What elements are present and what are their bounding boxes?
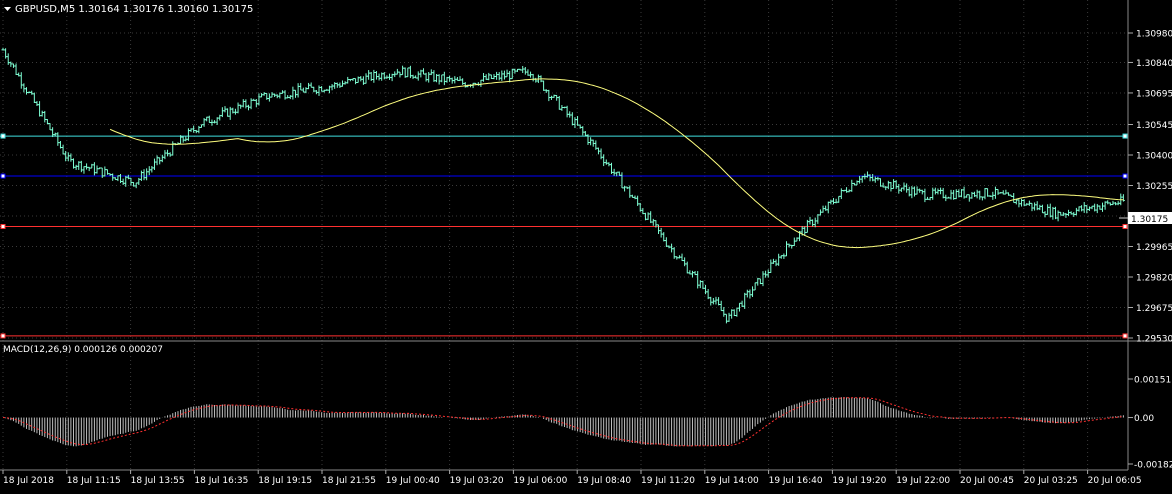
time-tick-label: 20 Jul 03:25 [1024, 476, 1078, 486]
current-price-label: 1.30175 [1131, 215, 1168, 225]
level-handle-right[interactable] [1122, 133, 1128, 139]
macd-header: MACD(12,26,9) 0.000126 0.000207 [3, 345, 163, 355]
macd-histogram [5, 397, 1124, 447]
price-tick-label: 1.30695 [1136, 89, 1172, 99]
chart-header: GBPUSD,M5 1.30164 1.30176 1.30160 1.3017… [15, 4, 253, 15]
time-tick-label: 20 Jul 06:05 [1088, 476, 1142, 486]
price-tick-label: 1.30400 [1136, 152, 1172, 162]
time-tick-label: 18 Jul 13:55 [131, 476, 185, 486]
time-tick-label: 19 Jul 19:20 [832, 476, 886, 486]
level-handle-left[interactable] [0, 133, 6, 139]
time-tick-label: 19 Jul 08:40 [577, 476, 631, 486]
time-tick-label: 19 Jul 22:00 [896, 476, 950, 486]
price-tick-label: 1.29530 [1136, 335, 1172, 345]
price-tick-label: 1.30840 [1136, 59, 1172, 69]
time-tick-label: 18 Jul 2018 [3, 476, 54, 486]
time-tick-label: 20 Jul 00:45 [960, 476, 1014, 486]
level-handle-right[interactable] [1122, 173, 1128, 179]
macd-tick-label: -0.00182 [1134, 461, 1172, 471]
grid [0, 0, 1128, 470]
time-tick-label: 18 Jul 21:55 [322, 476, 376, 486]
price-tick-label: 1.29820 [1136, 274, 1172, 284]
level-handle-left[interactable] [0, 333, 6, 339]
price-bars [1, 47, 1125, 324]
time-tick-label: 19 Jul 16:40 [769, 476, 823, 486]
time-tick-label: 19 Jul 03:20 [450, 476, 504, 486]
level-handle-right[interactable] [1122, 333, 1128, 339]
time-tick-label: 19 Jul 06:00 [513, 476, 567, 486]
level-handle-right[interactable] [1122, 224, 1128, 230]
macd-signal-line [2, 397, 1124, 447]
moving-average-line [109, 78, 1124, 249]
time-tick-label: 18 Jul 16:35 [194, 476, 248, 486]
time-axis[interactable]: 18 Jul 2018 18 Jul 11:15 18 Jul 13:55 18 Ju… [2, 470, 1142, 486]
price-tick-label: 1.29675 [1136, 304, 1172, 314]
current-price-badge [1128, 212, 1172, 224]
macd-tick-label: 0.00151 [1134, 376, 1171, 386]
time-tick-label: 19 Jul 11:20 [641, 476, 695, 486]
time-tick-label: 18 Jul 11:15 [67, 476, 121, 486]
price-tick-label: 1.30545 [1136, 121, 1172, 131]
macd-tick-label: 0.00 [1134, 414, 1154, 424]
time-tick-label: 19 Jul 00:40 [386, 476, 440, 486]
time-tick-label: 18 Jul 19:15 [258, 476, 312, 486]
dropdown-triangle-icon[interactable] [4, 7, 11, 11]
price-tick-label: 1.29965 [1136, 243, 1172, 253]
macd-axis: 0.00151 0.00 -0.00182 [1128, 376, 1172, 471]
time-tick-label: 19 Jul 14:00 [705, 476, 759, 486]
level-handle-left[interactable] [0, 224, 6, 230]
price-tick-label: 1.30255 [1136, 182, 1172, 192]
price-tick-label: 1.30980 [1136, 30, 1172, 40]
level-handle-left[interactable] [0, 173, 6, 179]
